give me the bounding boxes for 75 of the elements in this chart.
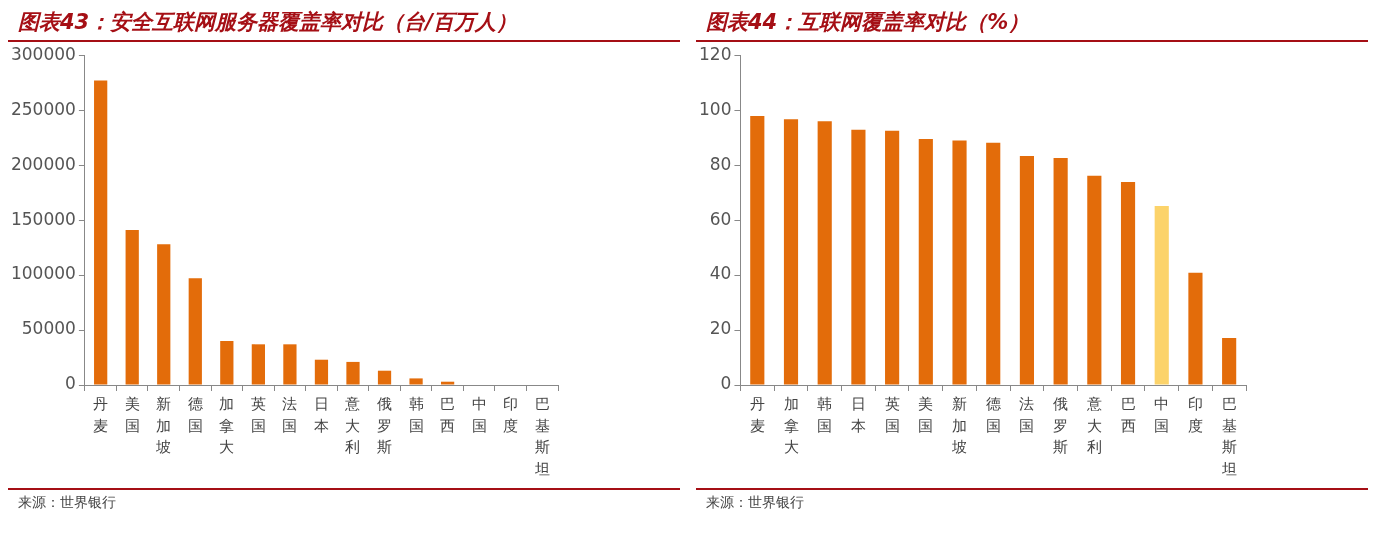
y-tick-label: 250000: [10, 98, 76, 119]
y-tick-label: 80: [709, 153, 732, 174]
bar: [188, 278, 202, 385]
x-tick-label: 英国: [884, 394, 900, 435]
bar: [986, 142, 1001, 385]
bar: [1154, 206, 1169, 385]
y-tick-label: 0: [720, 373, 732, 394]
chart-title: 图表43：安全互联网服务器覆盖率对比（台/百万人）: [8, 8, 680, 42]
x-tick-label: 俄罗斯: [377, 394, 393, 457]
y-tick-label: 150000: [10, 208, 76, 229]
y-tick-label: 100000: [10, 263, 76, 284]
x-tick-label: 德国: [985, 394, 1001, 435]
x-tick-label: 意大利: [1085, 394, 1102, 457]
bar: [1188, 272, 1203, 385]
x-tick-label: 新加坡: [951, 394, 968, 457]
source-note: 来源：世界银行: [8, 490, 680, 512]
x-tick-label: 丹麦: [93, 394, 109, 435]
bar: [251, 344, 265, 385]
x-tick-label: 加拿大: [219, 394, 235, 457]
x-tick-label: 日本: [850, 394, 866, 435]
x-tick-label: 日本: [313, 394, 329, 435]
x-tick-label: 英国: [250, 394, 266, 435]
x-tick-label: 巴西: [1120, 394, 1136, 435]
bar: [94, 80, 108, 385]
bar: [346, 361, 360, 385]
x-tick-label: 美国: [124, 394, 140, 435]
x-tick-label: 美国: [918, 394, 934, 435]
bar: [918, 139, 933, 385]
x-tick-label: 德国: [187, 394, 203, 435]
source-note: 来源：世界银行: [696, 490, 1368, 512]
y-tick-label: 40: [709, 263, 732, 284]
bar: [1087, 175, 1102, 385]
x-tick-label: 中国: [471, 394, 487, 435]
y-tick-label: 20: [709, 318, 732, 339]
bar: [851, 129, 866, 385]
x-tick-label: 丹麦: [749, 394, 765, 435]
bar: [220, 341, 234, 385]
x-tick-label: 加拿大: [783, 394, 799, 457]
y-tick-label: 100: [698, 98, 732, 119]
x-tick-label: 巴基斯坦: [1220, 394, 1237, 479]
x-tick-label: 韩国: [817, 394, 833, 435]
bar: [409, 378, 423, 385]
bar: [750, 115, 765, 385]
x-tick-label: 俄罗斯: [1053, 394, 1069, 457]
bar: [1019, 156, 1035, 385]
bar: [125, 229, 139, 385]
x-tick-label: 印度: [1187, 394, 1203, 435]
x-tick-label: 新加坡: [155, 394, 172, 457]
bar: [783, 119, 799, 385]
bar: [157, 244, 171, 385]
bar: [377, 370, 392, 385]
bar: [283, 344, 297, 385]
y-tick-label: 300000: [10, 43, 76, 64]
x-tick-label: 印度: [503, 394, 519, 435]
bar: [817, 121, 832, 385]
y-tick-label: 120: [698, 43, 732, 64]
y-tick-label: 0: [65, 373, 76, 394]
bar: [885, 130, 900, 385]
bar: [440, 381, 455, 385]
x-tick-label: 意大利: [344, 394, 361, 457]
bar: [1222, 338, 1237, 385]
y-tick-label: 200000: [10, 153, 76, 174]
x-tick-label: 巴西: [440, 394, 456, 435]
y-tick-label: 50000: [21, 318, 76, 339]
bar: [1120, 181, 1136, 385]
chart-title: 图表44：互联网覆盖率对比（%）: [696, 8, 1368, 42]
y-tick-label: 60: [709, 208, 732, 229]
bar: [314, 359, 329, 385]
x-tick-label: 法国: [1019, 394, 1035, 435]
bar: [952, 140, 967, 385]
x-tick-label: 巴基斯坦: [533, 394, 550, 479]
x-tick-label: 法国: [282, 394, 298, 435]
bar: [1053, 157, 1068, 385]
x-tick-label: 中国: [1154, 394, 1170, 435]
x-tick-label: 韩国: [408, 394, 424, 435]
